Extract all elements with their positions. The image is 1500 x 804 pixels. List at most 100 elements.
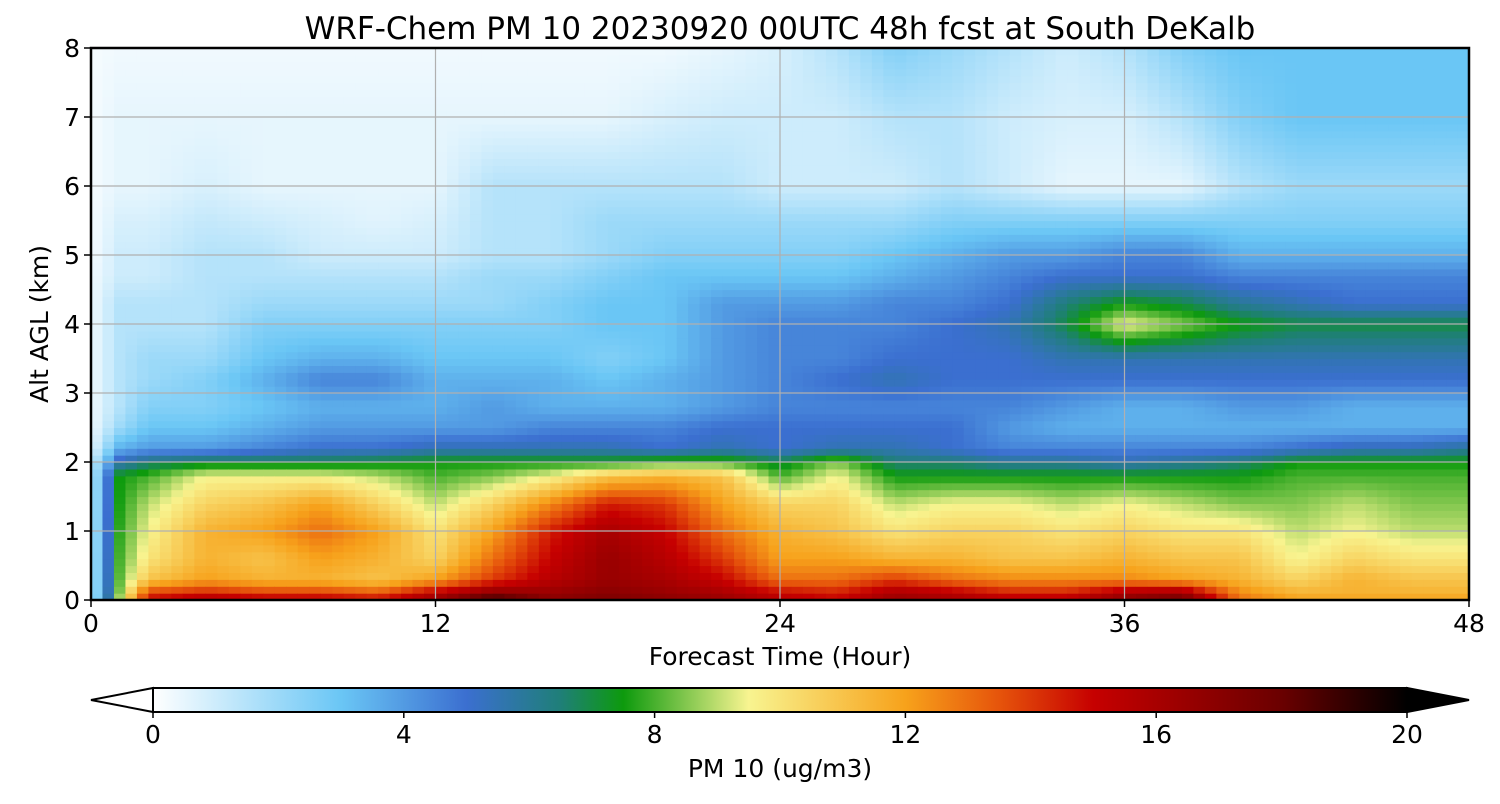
heat-cell: [332, 179, 345, 187]
heat-cell: [492, 165, 505, 173]
heat-cell: [205, 455, 218, 463]
heat-cell: [136, 261, 150, 270]
heat-cell: [320, 365, 333, 373]
heat-cell: [113, 441, 127, 449]
heat-cell: [642, 234, 655, 242]
heat-cell: [734, 54, 747, 63]
heat-cell: [217, 61, 230, 70]
heat-cell: [182, 386, 195, 394]
heat-cell: [355, 337, 368, 346]
heat-cell: [492, 296, 505, 304]
heat-cell: [665, 248, 678, 256]
heat-cell: [665, 441, 678, 449]
heat-cell: [332, 303, 345, 311]
heat-cell: [538, 537, 551, 546]
heat-cell: [699, 399, 712, 408]
heat-cell: [653, 330, 666, 339]
heat-cell: [205, 489, 218, 498]
heat-cell: [194, 558, 207, 567]
heat-cell: [228, 89, 241, 97]
heat-cell: [263, 517, 276, 525]
heat-cell: [424, 261, 437, 270]
heat-cell: [251, 365, 264, 373]
heat-cell: [148, 192, 161, 201]
heat-cell: [573, 255, 586, 263]
heat-cell: [630, 413, 643, 422]
heat-cell: [722, 462, 735, 470]
heat-cell: [91, 324, 104, 332]
heat-cell: [619, 96, 632, 104]
heat-cell: [424, 372, 437, 380]
heat-cell: [469, 337, 483, 346]
heat-cell: [205, 399, 218, 408]
heat-cell: [378, 496, 391, 504]
heat-cell: [274, 61, 287, 70]
heat-cell: [538, 330, 551, 339]
heat-cell: [504, 413, 517, 422]
heat-cell: [630, 427, 643, 435]
heat-cell: [297, 510, 310, 518]
heat-cell: [171, 544, 184, 553]
heat-cell: [630, 296, 643, 304]
heat-cell: [757, 220, 770, 228]
heat-cell: [217, 186, 230, 194]
heat-cell: [550, 406, 563, 415]
heat-cell: [791, 537, 804, 546]
heat-cell: [159, 393, 172, 401]
heat-cell: [274, 399, 287, 408]
heat-cell: [791, 130, 804, 139]
heat-cell: [515, 503, 528, 511]
heat-cell: [446, 482, 460, 491]
heat-cell: [366, 475, 379, 484]
heat-cell: [355, 179, 368, 187]
heat-cell: [378, 565, 391, 573]
heat-cell: [515, 468, 528, 477]
heat-cell: [309, 324, 322, 332]
heat-cell: [791, 241, 804, 249]
heat-cell: [194, 441, 207, 449]
heat-cell: [527, 206, 540, 215]
heat-cell: [194, 420, 207, 429]
heat-cell: [332, 427, 345, 435]
heat-cell: [366, 586, 379, 594]
heat-cell: [355, 303, 368, 311]
heat-cell: [274, 455, 287, 463]
heat-cell: [469, 317, 483, 325]
heat-cell: [699, 579, 712, 587]
heat-cell: [297, 531, 310, 539]
heat-cell: [550, 448, 563, 456]
heat-cell: [102, 186, 115, 194]
heat-cell: [504, 358, 517, 366]
heat-cell: [228, 123, 241, 132]
heat-cell: [642, 82, 655, 90]
heat-cell: [584, 310, 597, 318]
heat-cell: [389, 282, 402, 291]
heat-cell: [332, 192, 345, 201]
heat-cell: [688, 372, 701, 380]
heat-cell: [607, 406, 620, 415]
heat-cell: [401, 475, 414, 484]
heat-cell: [228, 206, 241, 215]
heat-cell: [240, 531, 253, 539]
heat-cell: [550, 165, 563, 173]
heat-cell: [205, 289, 218, 297]
heat-cell: [217, 158, 230, 166]
heat-cell: [355, 455, 368, 463]
heat-cell: [240, 89, 253, 97]
heat-cell: [251, 572, 264, 580]
heat-cell: [757, 441, 770, 449]
heat-cell: [734, 586, 747, 594]
heat-cell: [469, 61, 483, 70]
heat-cell: [435, 89, 448, 97]
heat-cell: [240, 372, 253, 380]
heat-cell: [699, 213, 712, 222]
heat-cell: [722, 537, 735, 546]
heat-cell: [182, 144, 195, 153]
heat-cell: [297, 406, 310, 415]
heat-cell: [401, 234, 414, 242]
heat-cell: [113, 179, 127, 187]
heat-cell: [435, 54, 448, 63]
heat-cell: [734, 475, 747, 484]
heat-cell: [424, 544, 437, 553]
heat-cell: [297, 144, 310, 153]
